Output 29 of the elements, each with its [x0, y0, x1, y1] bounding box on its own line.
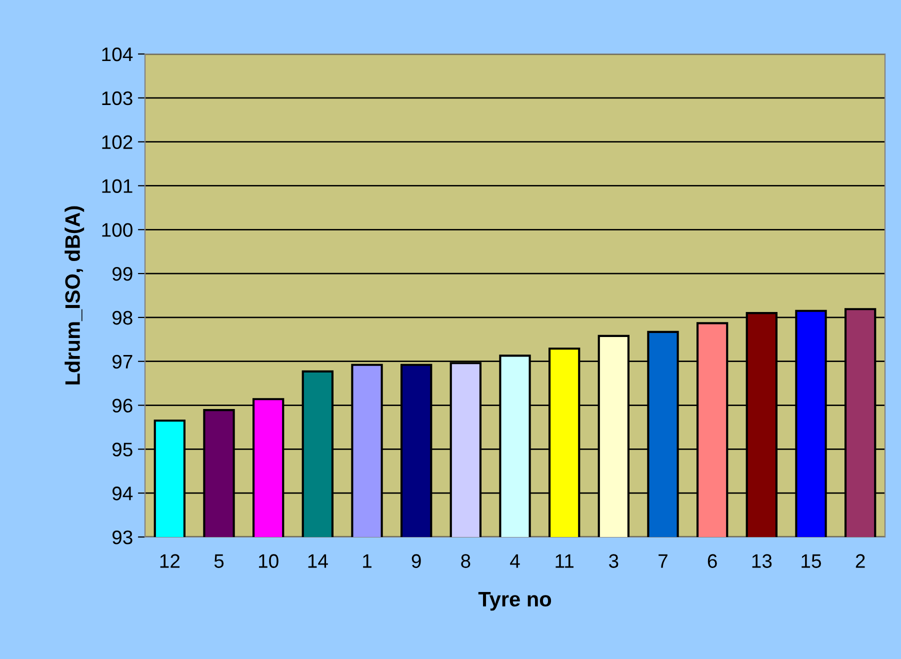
y-tick-label: 100 — [102, 223, 132, 237]
x-tick-label: 6 — [708, 554, 717, 568]
y-tick-label: 96 — [112, 398, 132, 413]
y-axis-title: Ldrum_ISO, dB(A) — [64, 206, 84, 384]
x-axis-title: Tyre no — [478, 592, 552, 611]
x-tick-label: 13 — [752, 554, 772, 568]
x-tick-label: 4 — [510, 554, 520, 568]
x-tick-label: 14 — [308, 554, 328, 568]
x-tick-label: 9 — [412, 554, 421, 568]
x-tick-label: 3 — [609, 554, 618, 568]
x-tick-label: 8 — [461, 554, 470, 568]
y-tick-label: 94 — [112, 486, 133, 500]
x-tick-label: 2 — [856, 554, 865, 568]
y-tick-label: 99 — [112, 267, 132, 281]
x-tick-label: 11 — [556, 554, 574, 568]
y-tick-label: 98 — [112, 310, 132, 325]
y-tick-label: 93 — [112, 530, 132, 544]
y-tick-label: 95 — [112, 442, 132, 456]
y-tick-label: 103 — [102, 91, 132, 106]
y-tick-label: 102 — [102, 135, 132, 150]
x-tick-label: 12 — [160, 554, 180, 568]
x-tick-label: 1 — [363, 554, 372, 568]
x-tick-label: 10 — [259, 554, 278, 568]
x-tick-label: 7 — [658, 554, 668, 568]
y-tick-label: 101 — [102, 179, 132, 193]
y-tick-label: 97 — [112, 354, 132, 369]
x-tick-label: 5 — [214, 554, 224, 568]
x-tick-label: 15 — [802, 554, 821, 568]
y-tick-label: 104 — [102, 47, 133, 62]
